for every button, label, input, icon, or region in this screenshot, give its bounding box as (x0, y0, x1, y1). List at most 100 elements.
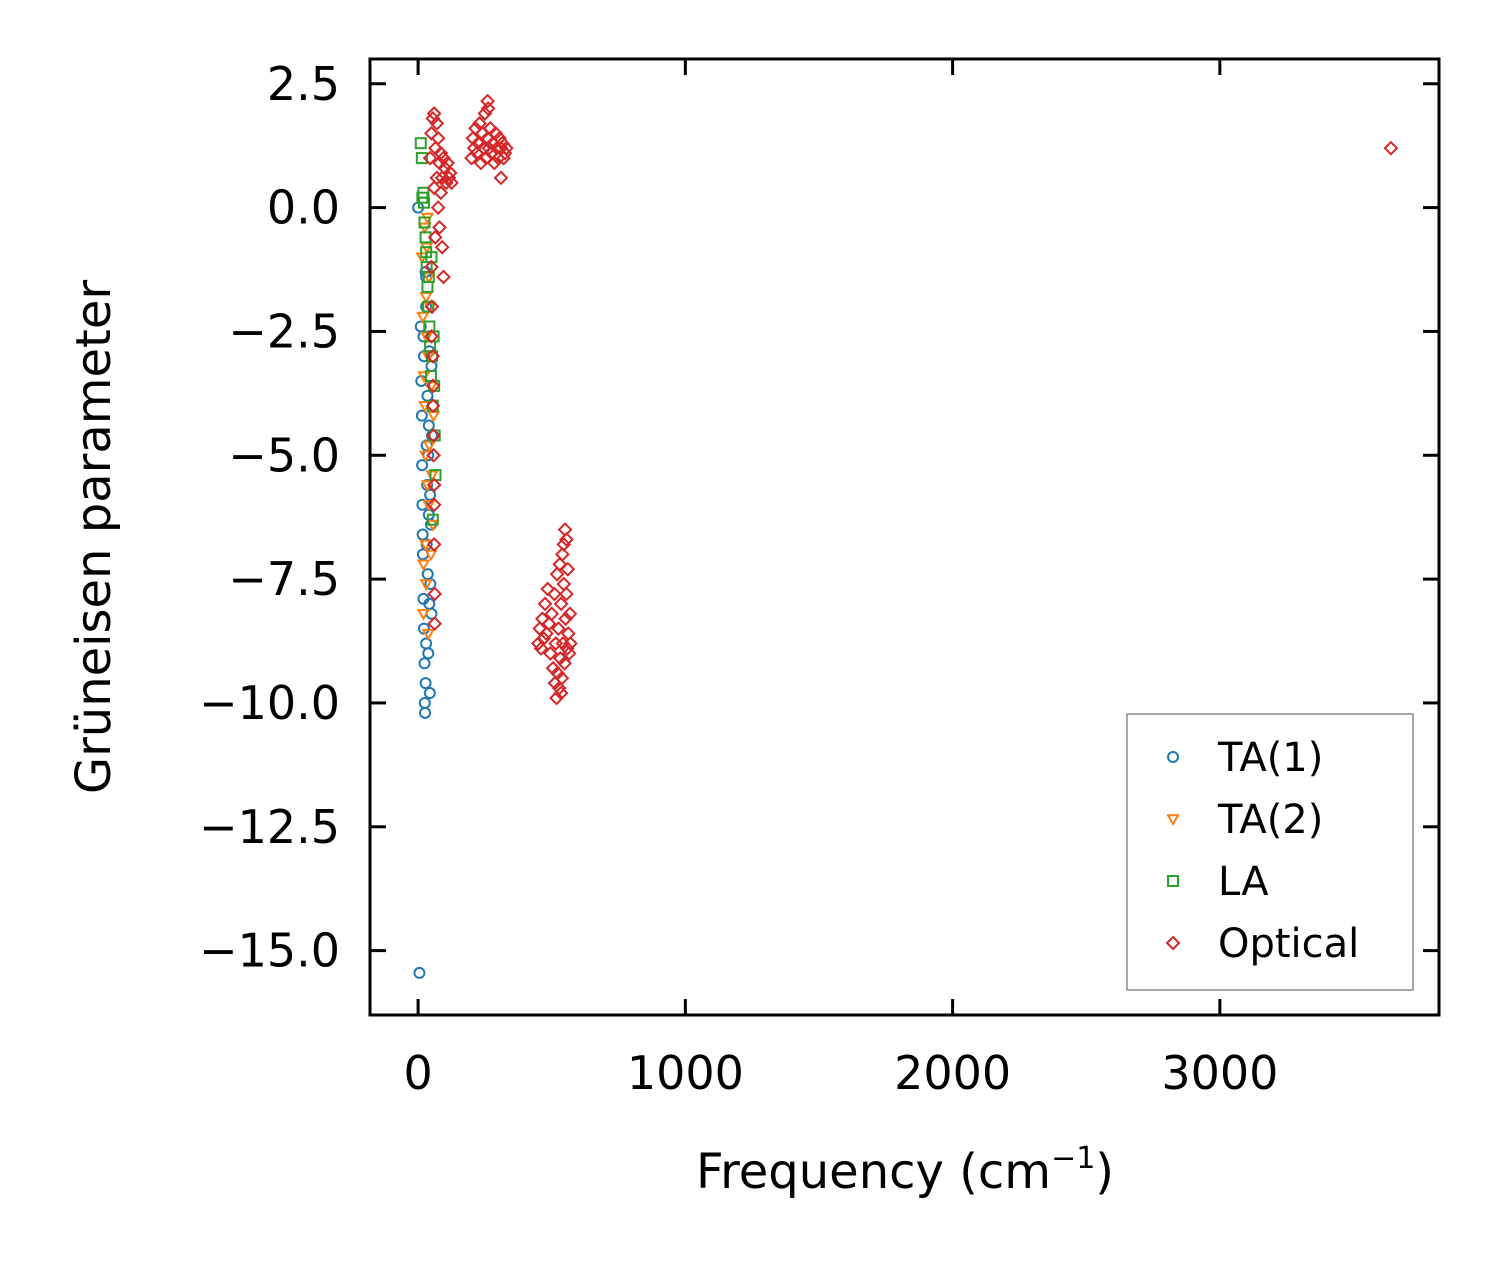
data-point (493, 170, 509, 186)
data-point (418, 696, 431, 709)
data-point (553, 685, 569, 701)
data-point (433, 145, 449, 161)
data-point (421, 280, 434, 293)
data-point (422, 419, 435, 432)
y-tick-label: 0.0 (267, 181, 340, 235)
legend-entry: Optical (1165, 921, 1359, 967)
data-point (419, 579, 433, 592)
legend: TA(1) TA(2) LA Optical (1126, 713, 1414, 991)
data-point (424, 488, 437, 501)
data-point (424, 578, 437, 591)
data-point (419, 706, 432, 719)
data-point (429, 170, 445, 186)
data-point (434, 239, 450, 255)
data-point (430, 130, 446, 146)
data-point (425, 398, 441, 414)
y-tick-label: −2.5 (228, 304, 340, 358)
data-point (421, 628, 435, 641)
y-tick-label: −15.0 (199, 924, 340, 978)
data-point (533, 641, 549, 656)
data-point (424, 259, 439, 275)
data-point (415, 409, 428, 422)
data-point (553, 596, 569, 612)
data-point (480, 93, 496, 109)
data-point (424, 299, 440, 315)
data-point (464, 150, 479, 166)
data-point (426, 537, 442, 552)
data-point (427, 616, 443, 632)
data-point (534, 611, 550, 627)
legend-box (1126, 713, 1414, 991)
data-point (552, 556, 568, 572)
data-point (419, 677, 432, 690)
x-axis-label-end: ) (1095, 1144, 1114, 1200)
data-point (426, 410, 441, 423)
legend-label: LA (1218, 859, 1269, 905)
data-point (424, 328, 439, 344)
series-optical (422, 93, 1399, 706)
data-point (542, 645, 558, 661)
data-point (555, 546, 570, 562)
data-point (422, 300, 435, 313)
data-point (532, 621, 548, 637)
data-point (414, 137, 427, 150)
data-point (486, 155, 502, 171)
x-tick-label: 0 (403, 1046, 432, 1100)
data-point (433, 185, 449, 201)
data-point (426, 428, 442, 443)
data-point (425, 378, 441, 394)
data-point (426, 180, 442, 196)
data-point (421, 568, 434, 581)
data-point (417, 622, 430, 635)
y-tick-label: −5.0 (228, 428, 340, 482)
data-point (419, 292, 433, 304)
data-point (415, 152, 428, 165)
data-point (560, 561, 576, 577)
legend-label: TA(1) (1217, 735, 1323, 781)
data-point (541, 616, 557, 632)
data-point (426, 497, 442, 513)
data-point (422, 647, 435, 660)
legend-marker (1166, 814, 1180, 827)
data-point (444, 175, 459, 191)
data-point (540, 581, 556, 597)
data-point (563, 636, 578, 651)
data-point (438, 175, 454, 191)
data-point (416, 609, 431, 621)
data-point (477, 106, 493, 121)
data-point (420, 637, 433, 650)
legend-label: TA(2) (1217, 797, 1323, 843)
legend-entry: LA (1167, 859, 1269, 905)
data-point (432, 220, 447, 235)
data-point (422, 500, 436, 512)
data-point (413, 966, 426, 979)
data-point (544, 606, 560, 622)
y-tick-label: 2.5 (267, 57, 340, 111)
data-point (480, 101, 496, 116)
data-point (416, 459, 429, 472)
legend-items: TA(1) TA(2) LA Optical (1165, 735, 1359, 967)
data-point (559, 641, 575, 656)
plot-frame (368, 57, 1441, 1017)
data-point (422, 440, 437, 453)
data-point (422, 150, 438, 166)
data-point (549, 566, 565, 582)
data-point (556, 537, 572, 552)
data-point (551, 680, 567, 696)
data-point (425, 470, 439, 483)
legend-marker (1167, 875, 1179, 887)
x-tick-label: 1000 (627, 1046, 744, 1100)
data-point (421, 351, 435, 364)
data-point (1383, 140, 1399, 156)
data-point (426, 447, 442, 463)
data-point (421, 389, 434, 402)
data-point (530, 636, 546, 651)
data-point (423, 687, 436, 700)
data-point (418, 657, 431, 670)
data-point (538, 626, 554, 642)
y-tick-label: −7.5 (228, 552, 340, 606)
data-point (416, 559, 431, 572)
data-point (549, 690, 564, 706)
x-axis-label: Frequency (cm−1) (696, 1141, 1114, 1200)
